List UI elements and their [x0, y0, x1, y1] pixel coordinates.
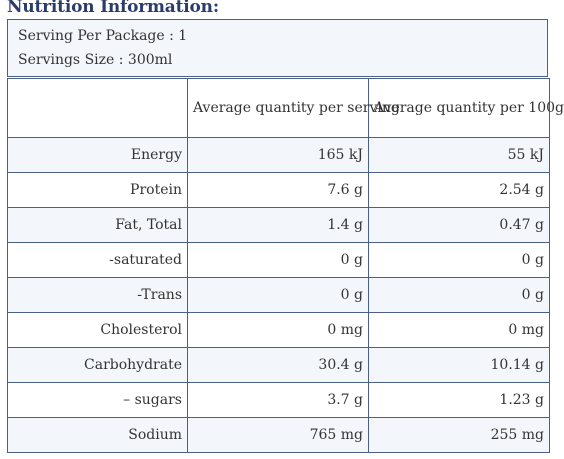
nutrient-name: Carbohydrate — [7, 347, 188, 383]
table-row: -Trans 0 g 0 g — [7, 277, 550, 313]
value-per-serving: 1.4 g — [187, 207, 369, 243]
header-per-serving: Average quantity per serving — [187, 78, 400, 138]
table-row: Energy 165 kJ 55 kJ — [7, 137, 550, 173]
header-nutrient — [7, 78, 188, 138]
value-per-serving: 165 kJ — [187, 137, 369, 173]
value-per-100g: 2.54 g — [368, 172, 550, 208]
nutrient-name: Cholesterol — [7, 312, 188, 348]
value-per-100g: 255 mg — [368, 417, 550, 453]
table-row: – sugars 3.7 g 1.23 g — [7, 382, 550, 418]
table-row: Protein 7.6 g 2.54 g — [7, 172, 550, 208]
table-row: Cholesterol 0 mg 0 mg — [7, 312, 550, 348]
nutrition-title: Nutrition Information: — [7, 0, 219, 17]
value-per-100g: 0 mg — [368, 312, 550, 348]
value-per-100g: 0.47 g — [368, 207, 550, 243]
serving-info-box: Serving Per Package : 1 Servings Size : … — [7, 19, 548, 77]
value-per-100g: 0 g — [368, 242, 550, 278]
table-header-row: Average quantity per serving Average qua… — [7, 78, 564, 138]
value-per-serving: 0 mg — [187, 312, 369, 348]
value-per-100g: 10.14 g — [368, 347, 550, 383]
table-row: Sodium 765 mg 255 mg — [7, 417, 550, 453]
value-per-serving: 765 mg — [187, 417, 369, 453]
value-per-serving: 3.7 g — [187, 382, 369, 418]
nutrient-name: – sugars — [7, 382, 188, 418]
table-row: Carbohydrate 30.4 g 10.14 g — [7, 347, 550, 383]
value-per-100g: 1.23 g — [368, 382, 550, 418]
value-per-serving: 0 g — [187, 277, 369, 313]
nutrient-name: Energy — [7, 137, 188, 173]
value-per-serving: 7.6 g — [187, 172, 369, 208]
nutrient-name: -Trans — [7, 277, 188, 313]
nutrient-name: Sodium — [7, 417, 188, 453]
nutrition-table: Average quantity per serving Average qua… — [7, 78, 564, 453]
value-per-100g: 0 g — [368, 277, 550, 313]
header-per-100g: Average quantity per 100g — [368, 78, 564, 138]
table-row: -saturated 0 g 0 g — [7, 242, 550, 278]
nutrient-name: -saturated — [7, 242, 188, 278]
nutrient-name: Fat, Total — [7, 207, 188, 243]
value-per-100g: 55 kJ — [368, 137, 550, 173]
value-per-serving: 0 g — [187, 242, 369, 278]
serving-size: Servings Size : 300ml — [18, 52, 173, 68]
value-per-serving: 30.4 g — [187, 347, 369, 383]
serving-per-package: Serving Per Package : 1 — [18, 28, 188, 44]
nutrient-name: Protein — [7, 172, 188, 208]
table-row: Fat, Total 1.4 g 0.47 g — [7, 207, 550, 243]
